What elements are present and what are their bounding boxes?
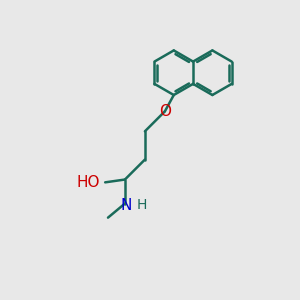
- Text: HO: HO: [76, 175, 100, 190]
- Text: H: H: [136, 198, 147, 212]
- Text: O: O: [159, 104, 171, 119]
- Text: N: N: [121, 197, 132, 212]
